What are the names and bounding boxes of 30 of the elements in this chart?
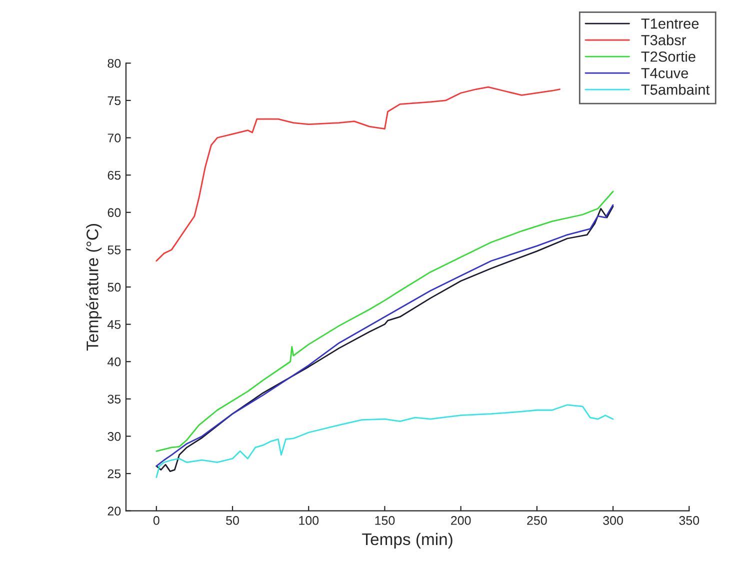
y-tick-label: 60	[108, 208, 121, 218]
y-tick-label: 30	[108, 432, 121, 441]
y-tick-label: 20	[108, 506, 121, 516]
legend-label: T2Sortie	[641, 51, 696, 62]
x-tick-label: 250	[527, 516, 547, 525]
x-tick-label: 50	[226, 516, 239, 525]
x-axis-title: Temps (min)	[362, 532, 452, 548]
y-tick-label: 70	[108, 134, 121, 142]
line-series	[156, 86, 560, 262]
legend-label: T3absr	[641, 34, 686, 46]
x-tick-label: 150	[375, 516, 395, 525]
legend-label: T5ambaint	[641, 84, 710, 95]
y-tick-label: 25	[108, 469, 121, 478]
line-series	[156, 404, 614, 478]
y-tick-label: 50	[108, 282, 121, 292]
x-tick-label: 350	[679, 516, 700, 525]
legend-label: T4cuve	[641, 68, 688, 78]
y-tick-label: 45	[107, 320, 121, 329]
y-tick-label: 75	[108, 96, 121, 106]
y-tick-label: 55	[108, 246, 121, 254]
y-tick-label: 80	[108, 58, 121, 68]
y-tick-label: 65	[108, 170, 121, 180]
x-tick-label: 200	[451, 516, 471, 525]
y-axis-title: Température (°C)	[86, 224, 102, 351]
y-tick-label: 40	[107, 357, 121, 366]
x-tick-label: 300	[603, 516, 623, 525]
x-tick-label: 0	[153, 516, 160, 525]
y-tick-label: 35	[108, 394, 121, 404]
x-tick-label: 100	[299, 516, 319, 525]
legend-label: T1entree	[641, 18, 699, 29]
